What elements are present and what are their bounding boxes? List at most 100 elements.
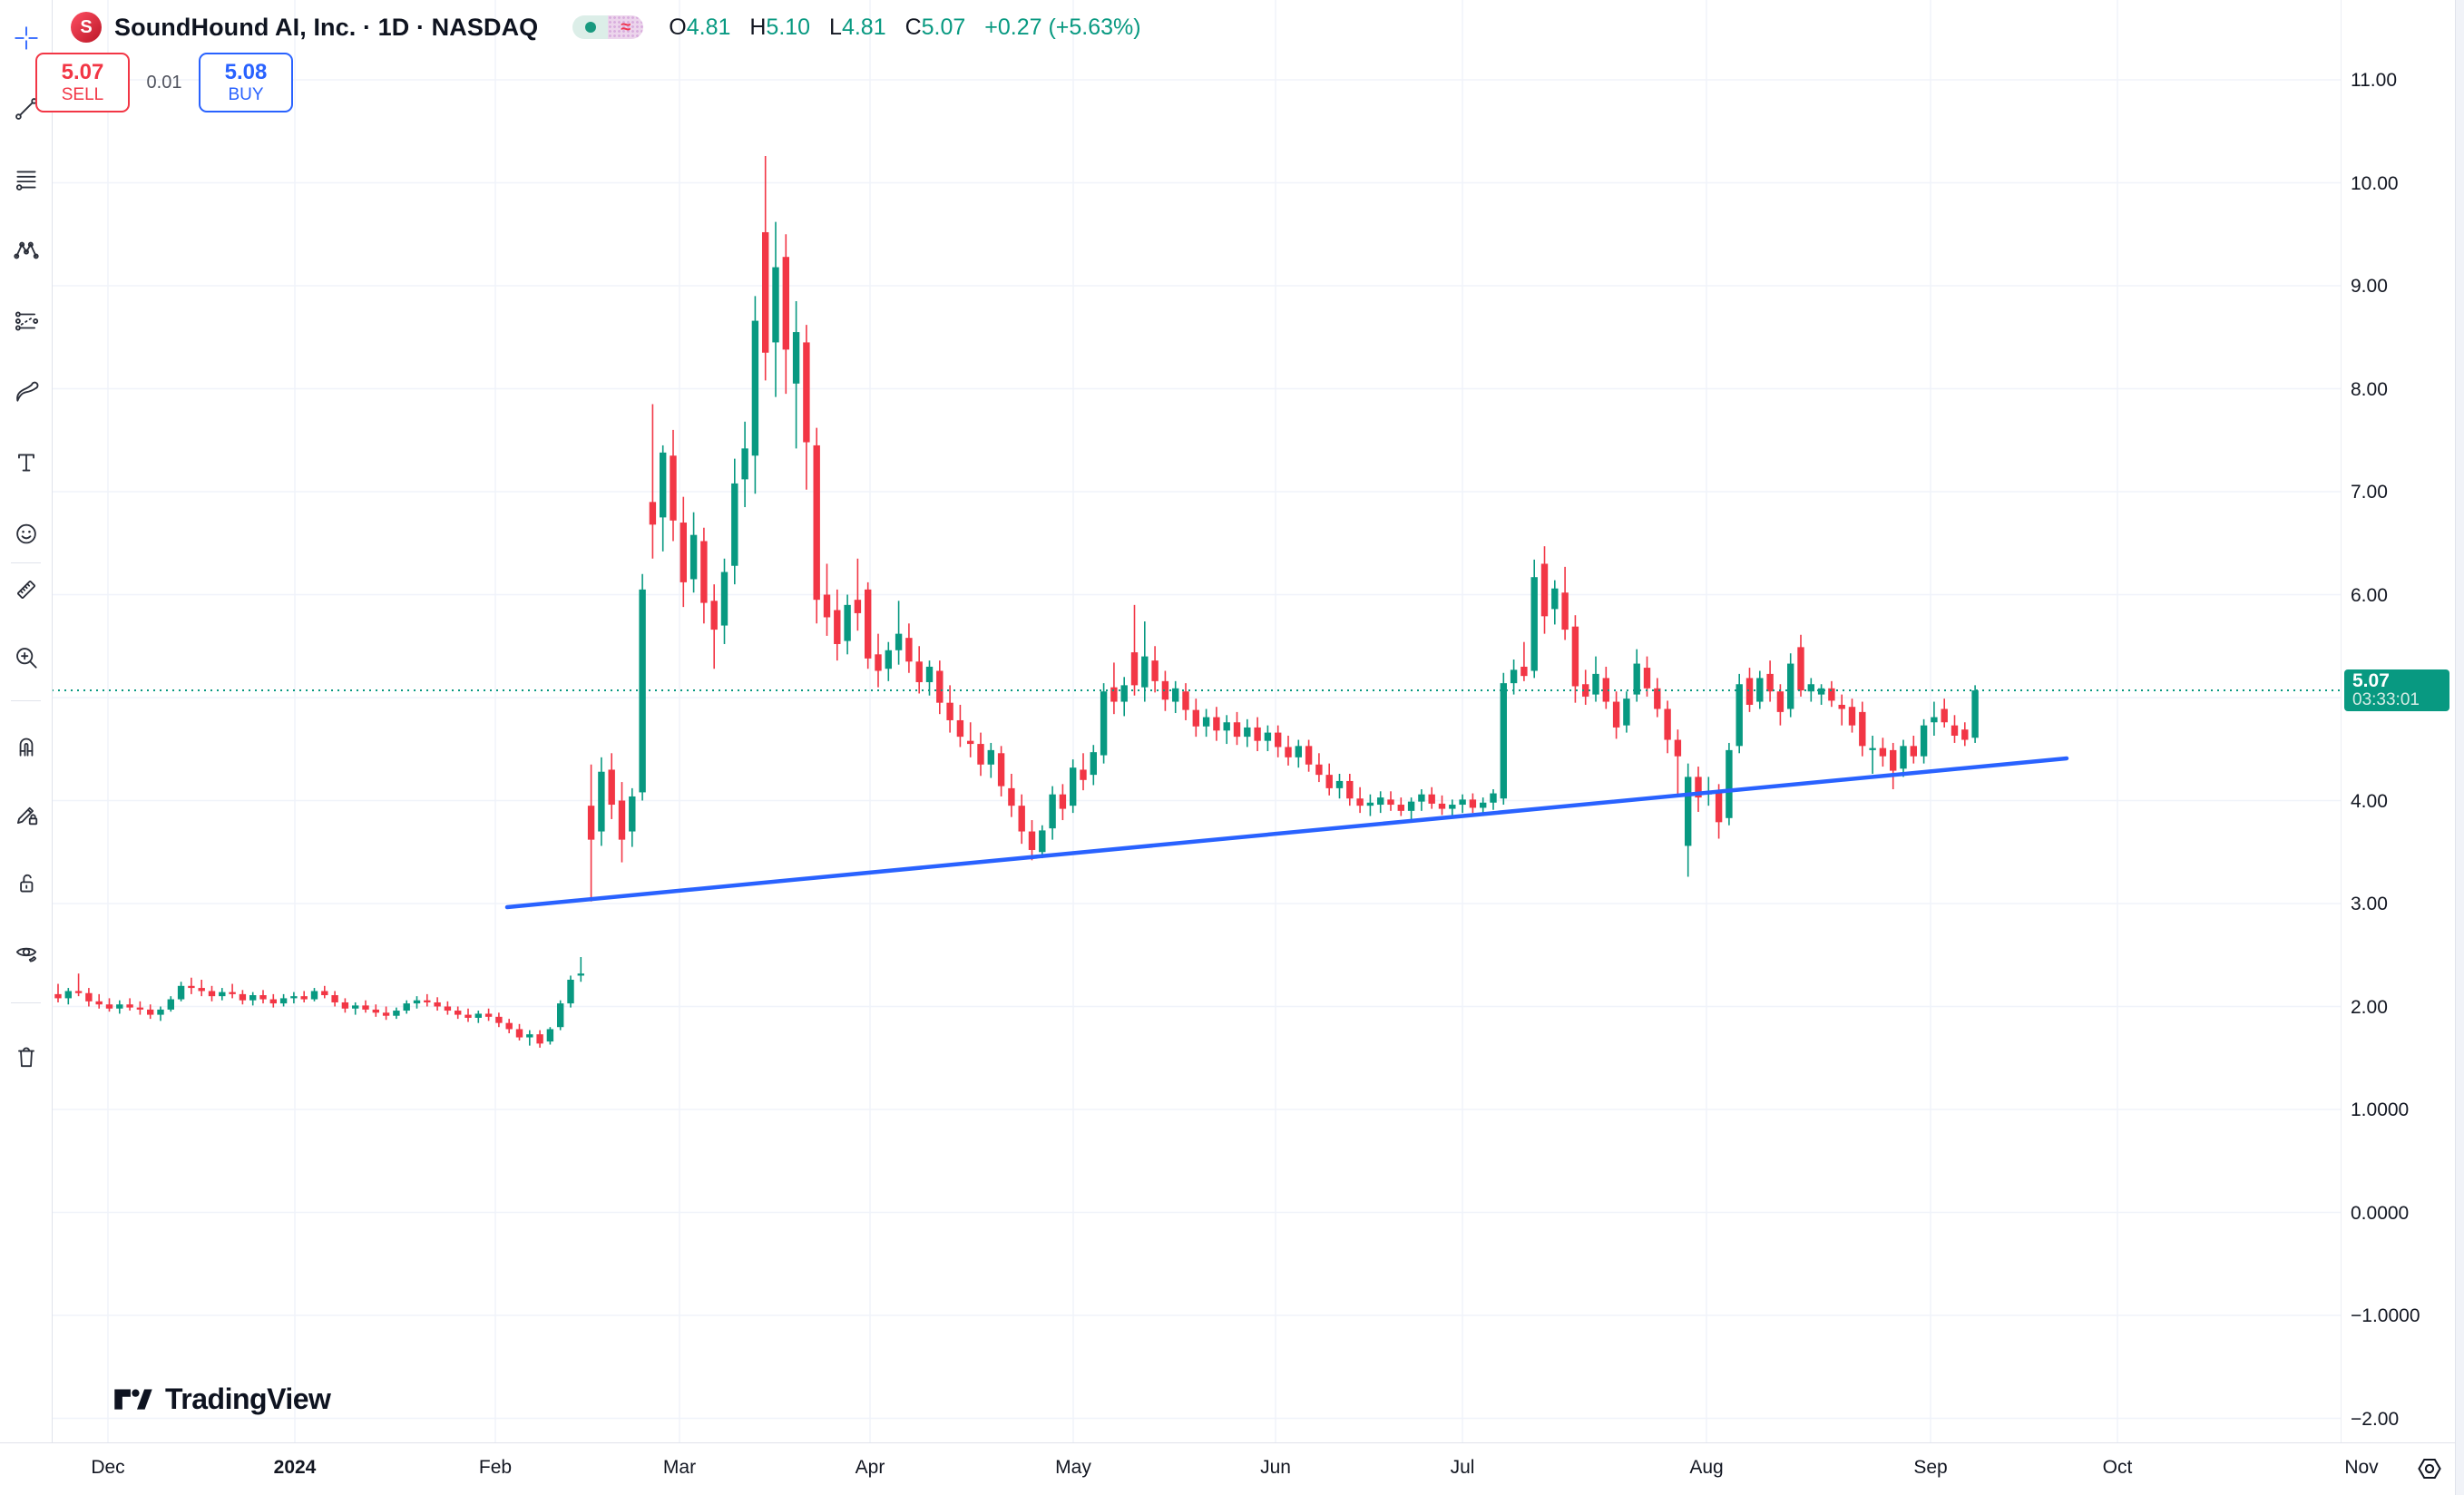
candle <box>1910 735 1917 764</box>
candle <box>1695 767 1702 812</box>
xabcd-pattern-tool-icon[interactable] <box>12 236 41 265</box>
candlestick-chart[interactable] <box>0 0 2464 1442</box>
candle <box>680 496 687 608</box>
candle <box>1366 794 1374 816</box>
candle <box>834 589 841 661</box>
hide-all-tool-icon[interactable] <box>12 938 41 967</box>
candle <box>229 983 236 999</box>
market-status-indicator[interactable]: ≈ <box>572 15 644 39</box>
chart-header: S SoundHound AI, Inc. · 1D · NASDAQ ≈ O4… <box>71 9 1141 45</box>
axis-settings-gear-icon[interactable] <box>2413 1452 2446 1485</box>
candle <box>1018 794 1025 845</box>
buy-button[interactable]: 5.08 BUY <box>199 53 293 112</box>
candle <box>95 993 103 1009</box>
candle <box>341 998 349 1013</box>
time-axis-label: Nov <box>2344 1457 2379 1478</box>
candle <box>1244 718 1251 748</box>
time-axis-label: Apr <box>855 1457 885 1478</box>
zoom-in-tool-icon[interactable] <box>12 643 41 672</box>
lock-all-tool-icon[interactable] <box>12 869 41 898</box>
candle <box>577 957 584 982</box>
candle <box>1726 742 1733 826</box>
price-axis-label: −2.00 <box>2351 1408 2400 1430</box>
candle <box>751 296 759 494</box>
trend-line-drawing[interactable] <box>504 756 2069 910</box>
candle <box>1941 699 1948 728</box>
candle <box>741 421 748 508</box>
candle <box>1295 739 1302 768</box>
candle <box>1100 683 1108 764</box>
candle <box>854 558 862 631</box>
candle <box>689 512 698 593</box>
candle <box>1264 725 1272 752</box>
candle <box>1490 789 1497 810</box>
candle <box>782 234 789 395</box>
low-value: 4.81 <box>841 14 886 40</box>
candle <box>1223 715 1230 745</box>
symbol-title[interactable]: SoundHound AI, Inc. · 1D · NASDAQ <box>114 13 539 41</box>
remove-all-tool-icon[interactable] <box>12 1042 41 1071</box>
candle <box>208 985 216 1002</box>
price-axis-label: 1.0000 <box>2351 1099 2410 1120</box>
bar-countdown: 03:33:01 <box>2352 690 2420 710</box>
candle <box>875 633 882 688</box>
fib-retracement-tool-icon[interactable] <box>12 165 41 194</box>
candle <box>1869 735 1876 774</box>
candle <box>1090 745 1097 786</box>
candle <box>1254 717 1261 752</box>
high-value: 5.10 <box>766 14 811 40</box>
right-edge-strip <box>2455 0 2464 1495</box>
candles-layer <box>54 155 1979 1048</box>
candle <box>1080 753 1087 791</box>
candle <box>670 429 677 542</box>
crosshair-tool-icon[interactable] <box>12 24 41 53</box>
candle <box>1315 753 1323 783</box>
candle <box>1110 662 1118 715</box>
candle <box>484 1008 493 1021</box>
candle <box>1459 794 1466 814</box>
candle <box>1356 787 1364 814</box>
candle <box>188 977 195 994</box>
candle <box>1428 787 1435 809</box>
emoji-tool-icon[interactable] <box>12 519 41 548</box>
change-value: +0.27 (+5.63%) <box>984 14 1141 40</box>
price-axis[interactable]: 5.07 03:33:01 11.00 10.00 9.00 8.00 7.00 6.00… <box>2341 0 2456 1442</box>
candle <box>116 1000 123 1014</box>
drawing-lock-tool-icon[interactable] <box>12 800 41 829</box>
candle <box>885 641 892 681</box>
price-axis-label: 6.00 <box>2351 584 2388 606</box>
sell-button[interactable]: 5.07 SELL <box>35 53 130 112</box>
time-axis-label: Feb <box>478 1457 513 1478</box>
candle <box>1202 708 1210 738</box>
candle <box>1346 773 1354 806</box>
magnet-tool-icon[interactable] <box>12 731 41 760</box>
brush-tool-icon[interactable] <box>12 377 41 406</box>
symbol-logo[interactable]: S <box>71 12 102 43</box>
text-tool-icon[interactable] <box>12 448 41 477</box>
sell-label: SELL <box>61 84 104 104</box>
toolbar-divider <box>11 562 41 563</box>
candle <box>1971 685 1979 743</box>
candle <box>762 155 769 381</box>
candle <box>1797 634 1804 697</box>
candle <box>136 1001 144 1015</box>
candle <box>239 990 247 1005</box>
tradingview-logo[interactable]: TradingView <box>112 1383 331 1416</box>
candle <box>1008 773 1015 817</box>
candle <box>956 704 964 748</box>
time-axis[interactable]: Dec 2024 Feb Mar Apr May Jun Jul Aug Sep Oct Nov <box>0 1442 2464 1495</box>
candle <box>1920 718 1928 764</box>
ruler-tool-icon[interactable] <box>12 575 41 604</box>
candle <box>1510 660 1518 695</box>
candle <box>1469 793 1477 814</box>
close-label: C <box>904 14 922 40</box>
time-axis-label: Jul <box>1450 1457 1475 1478</box>
candle <box>1951 715 1959 743</box>
projection-tool-icon[interactable] <box>12 307 41 336</box>
buy-price: 5.08 <box>224 60 268 85</box>
candle <box>1213 707 1220 741</box>
toolbar-divider <box>11 1002 41 1003</box>
candle <box>269 993 277 1008</box>
symbol-row: S SoundHound AI, Inc. · 1D · NASDAQ ≈ O4… <box>71 9 1141 45</box>
candle <box>1397 797 1404 816</box>
